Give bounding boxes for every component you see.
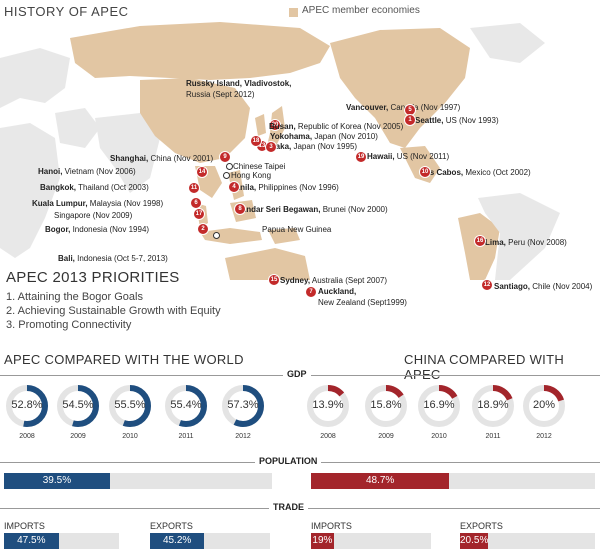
priority-item-1: 1. Attaining the Bogor Goals [6,291,143,303]
pin-label-6: Kuala Lumpur, Malaysia (Nov 1998) [32,199,164,208]
hongkong-marker [223,172,230,179]
apec-gdp-year: 2008 [19,433,35,440]
pin-label-13: Busan, Republic of Korea (Nov 2005) [269,122,404,131]
apec-exports-label: EXPORTS [150,521,193,531]
pin-label-14: Hanoi, Vietnam (Nov 2006) [38,167,136,176]
pin-marker-18[interactable]: 18 [250,135,262,147]
priority-item-3: 3. Promoting Connectivity [6,319,132,331]
pin-marker-17[interactable]: 17 [193,208,205,220]
pin-label-18: Yokohama, Japan (Nov 2010) [270,132,378,141]
world-map [0,22,560,280]
apec-gdp-year: 2009 [70,433,86,440]
apec-world-title: APEC COMPARED WITH THE WORLD [4,352,244,367]
pin-marker-4[interactable]: 4 [228,181,240,193]
china-exports-label: EXPORTS [460,521,503,531]
pin-label-bali: Bali, Indonesia (Oct 5-7, 2013) [58,254,168,263]
apec-imports-label: IMPORTS [4,521,45,531]
pin-marker-9[interactable]: 9 [219,151,231,163]
apec-gdp-ring-arc [222,385,264,427]
page-title: HISTORY OF APEC [4,4,129,19]
china-exports-bar: 20.5% [460,533,488,549]
apec-gdp-year: 2010 [122,433,138,440]
trade-label: TRADE [269,502,308,512]
china-gdp-ring-arc [523,385,565,427]
apec-population-bar: 39.5% [4,473,110,489]
pin-marker-8[interactable]: 8 [234,203,246,215]
pin-label-9: Shanghai, China (Nov 2001) [110,154,214,163]
apec-gdp-value: 54.5% [62,399,94,411]
china-gdp-value: 18.9% [477,399,509,411]
apec-gdp-year: 2012 [235,433,251,440]
pin-label-3: Osaka, Japan (Nov 1995) [265,142,358,151]
china-imports-label: IMPORTS [311,521,352,531]
label-papua-new-guinea: Papua New Guinea [262,225,332,234]
apec-gdp-ring-arc [109,385,151,427]
china-population-bar: 48.7% [311,473,450,489]
pin-label-11: Bangkok, Thailand (Oct 2003) [40,183,149,192]
china-exports-track [460,533,595,549]
pin-marker-1[interactable]: 1 [404,114,416,126]
gdp-label: GDP [283,369,311,379]
pin-label-10: Los Cabos, Mexico (Oct 2002) [420,168,531,177]
taipei-marker [226,163,233,170]
pin-marker-14[interactable]: 14 [196,166,208,178]
apec-gdp-value: 52.8% [11,399,43,411]
pin-marker-11[interactable]: 11 [188,182,200,194]
apec-exports-bar: 45.2% [150,533,205,549]
pin-label-2: Bogor, Indonesia (Nov 1994) [45,225,150,234]
china-gdp-year: 2012 [536,433,552,440]
pin-label-8: Bandar Seri Begawan, Brunei (Nov 2000) [236,205,388,214]
apec-gdp-ring-arc [6,385,48,427]
pin-marker-2[interactable]: 2 [197,223,209,235]
bali-marker [213,232,220,239]
apec-gdp-value: 57.3% [227,399,259,411]
apec-gdp-value: 55.5% [114,399,146,411]
china-gdp-value: 13.9% [312,399,344,411]
population-label: POPULATION [255,456,322,466]
china-gdp-value: 16.9% [423,399,455,411]
legend-label: APEC member economies [302,5,420,16]
china-gdp-ring-arc [418,385,460,427]
china-gdp-year: 2011 [485,433,501,440]
pin-marker-12[interactable]: 12 [481,279,493,291]
pin-marker-20[interactable]: 20 [269,119,281,131]
china-gdp-value: 15.8% [370,399,402,411]
apec-imports-bar: 47.5% [4,533,59,549]
legend-swatch [289,8,298,17]
china-gdp-ring-arc [307,385,349,427]
pin-marker-3[interactable]: 3 [265,141,277,153]
china-apec-title: CHINA COMPARED WITH APEC [404,352,565,382]
pin-label-19: Hawaii, US (Nov 2011) [367,152,450,161]
label-hong-kong: Hong Kong [231,171,272,180]
china-gdp-year: 2010 [431,433,447,440]
pin-marker-7[interactable]: 7 [305,286,317,298]
label-chinese-taipei: Chinese Taipei [233,162,286,171]
china-gdp-ring-arc [365,385,407,427]
china-imports-track [311,533,431,549]
china-imports-bar: 19% [311,533,334,549]
pin-label-17: Singapore (Nov 2009) [54,211,133,220]
pin-label-15: Sydney, Australia (Sept 2007) [280,276,388,285]
pin-label-7: Auckland, New Zealand (Sept1999) [318,287,407,307]
pin-marker-10[interactable]: 10 [419,166,431,178]
china-gdp-value: 20% [532,399,556,411]
china-gdp-ring-arc [472,385,514,427]
apec-gdp-year: 2011 [178,433,194,440]
pin-label-5: Vancouver, Canada (Nov 1997) [346,103,461,112]
pin-marker-16[interactable]: 16 [474,235,486,247]
pin-label-20: Russky Island, Vladivostok, Russia (Sept … [186,79,292,99]
priorities-title: APEC 2013 PRIORITIES [6,269,180,286]
pin-label-12: Santiago, Chile (Nov 2004) [494,282,593,291]
priority-item-2: 2. Achieving Sustainable Growth with Equ… [6,305,221,317]
china-gdp-year: 2009 [378,433,394,440]
pin-label-4: Manila, Philippines (Nov 1996) [229,183,339,192]
apec-gdp-value: 55.4% [170,399,202,411]
apec-gdp-ring-arc [57,385,99,427]
pin-label-1: Seattle, US (Nov 1993) [415,116,499,125]
apec-gdp-ring-arc [165,385,207,427]
china-gdp-year: 2008 [320,433,336,440]
pin-marker-19[interactable]: 19 [355,151,367,163]
pin-marker-15[interactable]: 15 [268,274,280,286]
pin-label-16: Lima, Peru (Nov 2008) [485,238,567,247]
